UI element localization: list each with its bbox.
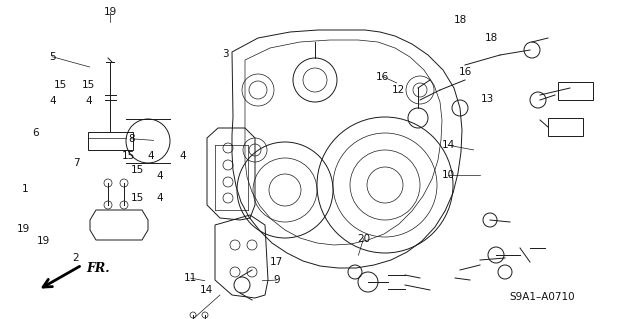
- Text: 4: 4: [179, 151, 186, 161]
- Text: 4: 4: [157, 171, 163, 182]
- Text: 19: 19: [37, 236, 50, 246]
- Text: 3: 3: [222, 48, 228, 59]
- Text: 15: 15: [131, 193, 144, 203]
- Text: 6: 6: [32, 128, 38, 138]
- Bar: [88, 132, 133, 150]
- Text: 19: 19: [17, 224, 30, 234]
- Text: 1: 1: [22, 184, 29, 194]
- Text: 8: 8: [128, 134, 134, 144]
- Bar: [548, 118, 583, 136]
- Text: 15: 15: [131, 165, 144, 175]
- Text: 13: 13: [481, 94, 494, 104]
- Text: 20: 20: [357, 234, 370, 244]
- Text: 4: 4: [147, 151, 154, 161]
- Text: 11: 11: [184, 273, 197, 283]
- Text: 15: 15: [54, 80, 67, 91]
- Text: 18: 18: [485, 33, 498, 43]
- Text: 17: 17: [270, 256, 283, 267]
- Text: 4: 4: [157, 193, 163, 203]
- Text: 16: 16: [460, 67, 472, 77]
- Text: 15: 15: [82, 80, 95, 91]
- Text: FR.: FR.: [86, 262, 109, 275]
- Text: 5: 5: [49, 52, 56, 62]
- Bar: [558, 82, 593, 100]
- Text: 4: 4: [85, 96, 92, 107]
- Text: 18: 18: [454, 15, 467, 25]
- Text: 16: 16: [376, 71, 389, 82]
- Text: 4: 4: [49, 96, 56, 107]
- Text: S9A1–A0710: S9A1–A0710: [509, 292, 575, 302]
- Text: 15: 15: [122, 151, 134, 161]
- Text: 10: 10: [442, 170, 454, 181]
- Text: 19: 19: [104, 7, 116, 17]
- Text: 12: 12: [392, 85, 405, 95]
- Text: 9: 9: [273, 275, 280, 285]
- Text: 7: 7: [74, 158, 80, 168]
- Text: 14: 14: [442, 140, 454, 150]
- Text: 2: 2: [72, 253, 79, 263]
- Text: 14: 14: [200, 285, 212, 295]
